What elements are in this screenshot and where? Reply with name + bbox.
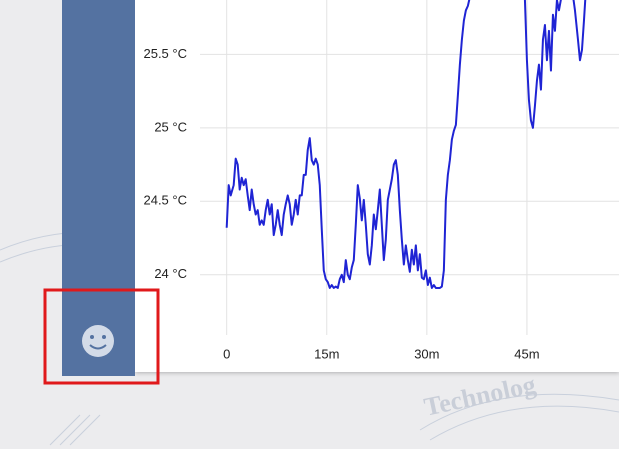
x-tick-label: 15m (314, 346, 339, 361)
chart: 24 °C 24.5 °C 25 °C 25.5 °C 0 15m 30m 45m (143, 0, 619, 361)
icon-eye (102, 335, 106, 339)
icon-face (82, 325, 114, 357)
icon-eye (90, 335, 94, 339)
sidebar (62, 0, 135, 376)
data-line (225, 0, 587, 289)
y-tick-label: 24.5 °C (143, 193, 187, 208)
x-tick-label: 45m (514, 346, 539, 361)
y-tick-label: 25.5 °C (143, 46, 187, 61)
y-tick-label: 24 °C (154, 266, 187, 281)
x-tick-label: 30m (414, 346, 439, 361)
highlight-box (43, 288, 160, 385)
x-tick-label: 0 (223, 346, 230, 361)
y-tick-label: 25 °C (154, 119, 187, 134)
user-icon[interactable] (82, 325, 114, 357)
icon-smile (89, 344, 107, 350)
chart-panel (135, 0, 619, 372)
